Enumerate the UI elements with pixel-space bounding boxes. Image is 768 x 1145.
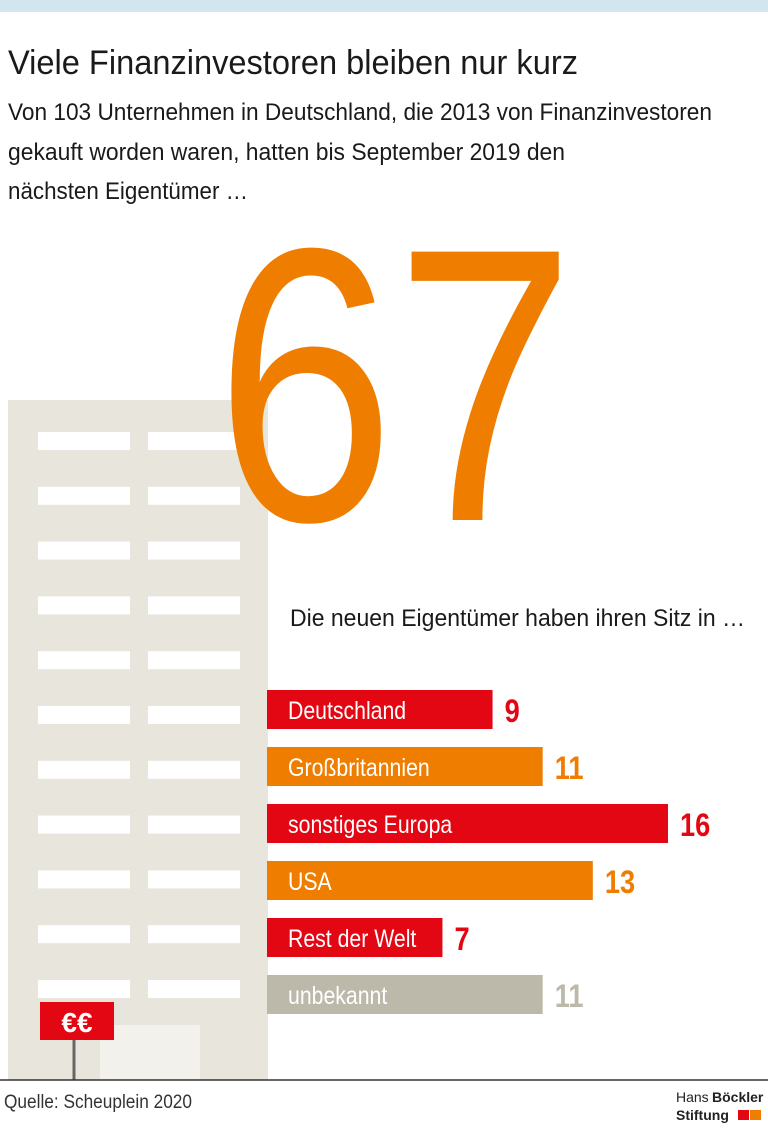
window (148, 486, 240, 505)
bars: Deutschland 9 Großbritannien 11 sonstiges Eu… (267, 690, 710, 1014)
window (148, 706, 240, 724)
bar (267, 861, 593, 900)
window (38, 432, 130, 450)
window (38, 870, 130, 889)
window (148, 651, 240, 670)
window (148, 541, 240, 560)
headline-number: 67 (215, 167, 575, 603)
bar-label: USA (288, 868, 332, 896)
bar-label: Deutschland (288, 697, 406, 725)
source: Quelle: Scheuplein 2020 (4, 1092, 192, 1113)
building: €€ (8, 400, 268, 1080)
bar-label: Rest der Welt (288, 925, 416, 953)
value-label: 13 (605, 864, 635, 900)
bar (267, 690, 493, 729)
window (148, 980, 240, 998)
logo-square (750, 1110, 761, 1120)
subtitle: gekauft worden waren, hatten bis Septemb… (8, 139, 565, 166)
window (38, 486, 130, 505)
window (148, 432, 240, 450)
value-label: 11 (555, 750, 584, 786)
bar-label: sonstiges Europa (288, 811, 452, 839)
window (148, 870, 240, 889)
chart-title: Viele Finanzinvestoren bleiben nur kurz (8, 44, 578, 82)
sign-label: €€ (61, 1007, 93, 1038)
window (148, 760, 240, 779)
window (38, 706, 130, 724)
value-label: 9 (505, 693, 520, 729)
value-label: 11 (555, 978, 584, 1014)
value-label: 7 (454, 921, 469, 957)
bar (267, 804, 668, 843)
window (38, 760, 130, 779)
window (38, 541, 130, 560)
logo-text: Hans (676, 1089, 709, 1105)
window (148, 925, 240, 944)
sign (40, 1002, 114, 1040)
subheading: Die neuen Eigentümer haben ihren Sitz in… (290, 605, 745, 632)
logo-text: Stiftung (676, 1107, 729, 1123)
value-label: 16 (680, 807, 710, 843)
logo-text: Böckler (712, 1089, 764, 1105)
window (148, 815, 240, 834)
logo: Hans Böckler Stiftung (676, 1089, 764, 1123)
building-body (8, 400, 268, 1080)
bar (267, 747, 543, 786)
window (38, 651, 130, 670)
bar (267, 975, 543, 1014)
subtitle: Von 103 Unternehmen in Deutschland, die … (8, 99, 712, 126)
window (38, 815, 130, 834)
bar-label: unbekannt (288, 982, 387, 1010)
window (38, 980, 130, 998)
top-strip (0, 0, 768, 12)
bar (267, 918, 443, 957)
door (100, 1025, 200, 1080)
window (148, 596, 240, 615)
subtitle: nächsten Eigentümer … (8, 178, 248, 205)
window (38, 925, 130, 944)
bar-label: Großbritannien (288, 754, 430, 782)
logo-square (738, 1110, 749, 1120)
window (38, 596, 130, 615)
